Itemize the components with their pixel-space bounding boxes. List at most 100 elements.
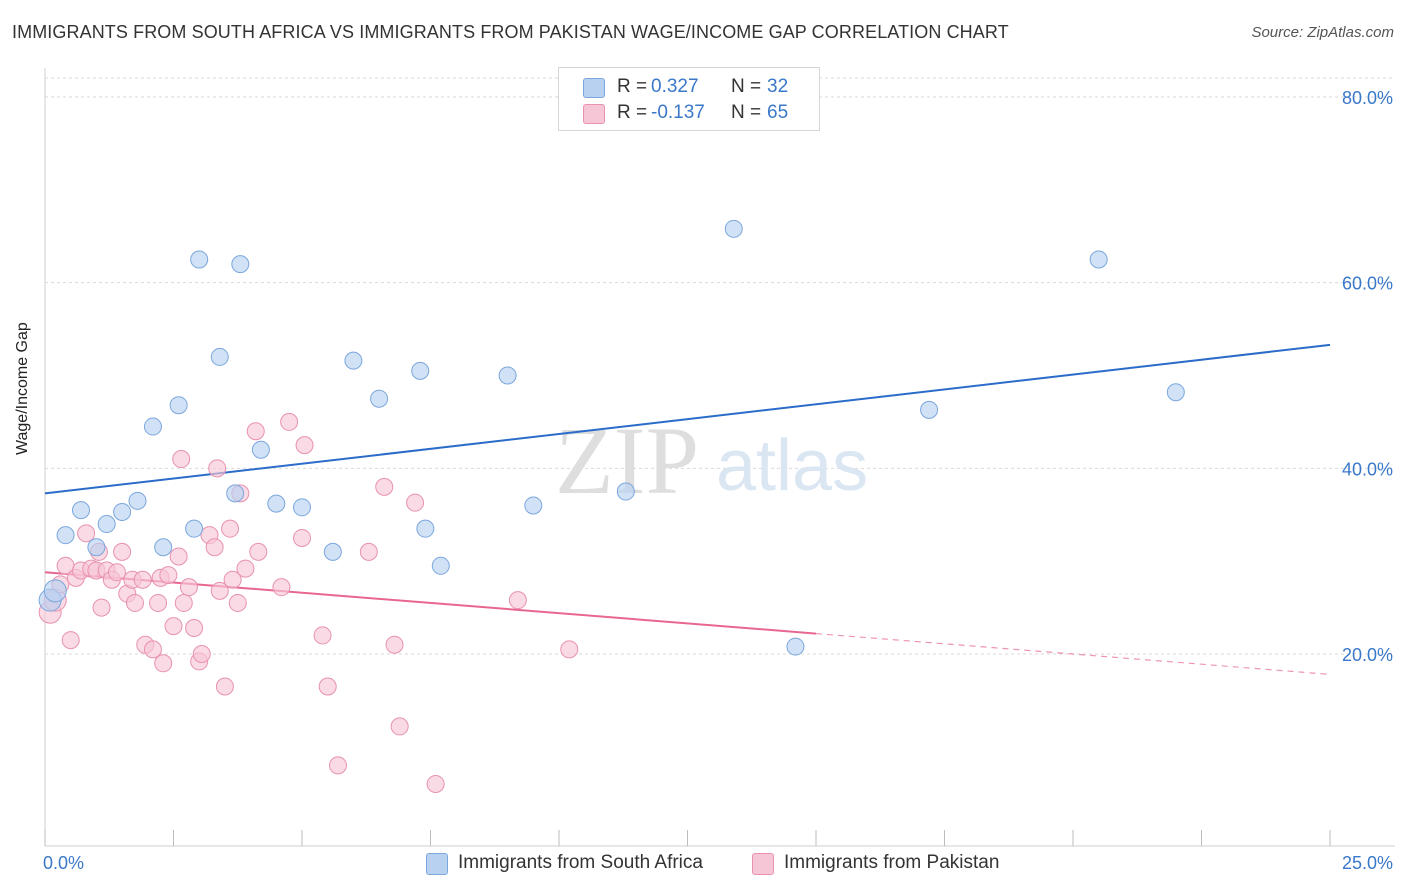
pakistan-point — [169, 547, 188, 566]
south-africa-point — [43, 579, 67, 603]
y-axis-label: Wage/Income Gap — [14, 322, 31, 455]
pakistan-point — [293, 528, 311, 547]
y-tick-label: 40.0% — [1342, 459, 1393, 479]
correlation-legend: R = 0.327 N = 32 R = -0.137 N = 65 — [558, 67, 820, 131]
south-africa-point — [169, 396, 188, 415]
pakistan-point — [249, 542, 268, 561]
chart-title: IMMIGRANTS FROM SOUTH AFRICA VS IMMIGRAN… — [12, 22, 1009, 42]
south-africa-point — [267, 494, 286, 513]
axes — [44, 68, 1395, 847]
south-africa-point — [56, 526, 75, 545]
pakistan-point — [223, 570, 242, 589]
n-value: 32 — [767, 76, 789, 97]
r-label: R = — [617, 76, 648, 97]
pakistan-point — [272, 578, 291, 597]
trend-line-extension — [815, 632, 1331, 676]
trend-line — [44, 571, 817, 635]
south-africa-point — [1166, 383, 1185, 402]
x-tick-label: 25.0% — [1342, 853, 1393, 873]
pakistan-point — [174, 593, 193, 612]
pakistan-point — [149, 593, 168, 612]
south-africa-point — [411, 361, 430, 380]
pakistan-point — [92, 598, 111, 617]
pakistan-point — [426, 774, 445, 793]
y-tick-label: 80.0% — [1342, 88, 1393, 108]
tick-labels: 20.0% 40.0% 60.0% 80.0% 0.0% 25.0% — [43, 88, 1393, 873]
south-africa-point — [1089, 250, 1108, 269]
pakistan-point — [246, 422, 265, 441]
south-africa-point — [344, 351, 363, 370]
south-africa-point — [416, 519, 435, 538]
pakistan-point — [236, 559, 255, 578]
n-label: N = — [731, 102, 762, 123]
pakistan-point — [210, 581, 229, 600]
south-africa-point — [524, 496, 543, 515]
south-africa-point — [143, 417, 162, 436]
x-tick-label: 0.0% — [43, 853, 84, 873]
legend-swatch-pink — [752, 853, 774, 875]
pakistan-point — [313, 626, 332, 645]
watermark-atlas: atlas — [716, 426, 868, 506]
pakistan-point — [406, 493, 425, 512]
pakistan-point — [179, 578, 198, 597]
legend-swatch-blue — [426, 853, 448, 875]
pakistan-point — [133, 570, 152, 589]
pakistan-point — [208, 459, 227, 478]
south-africa-point — [370, 389, 389, 408]
south-africa-point — [154, 538, 173, 557]
south-africa-point — [251, 440, 270, 459]
pakistan-point — [295, 436, 314, 455]
pakistan-point — [318, 677, 337, 696]
legend-swatch-blue — [583, 78, 605, 98]
south-africa-point — [786, 637, 805, 656]
pakistan-point — [280, 412, 299, 431]
n-label: N = — [731, 76, 762, 97]
south-africa-point — [231, 255, 250, 274]
pakistan-point — [359, 542, 378, 561]
south-africa-point — [498, 366, 517, 385]
south-africa-point — [323, 542, 342, 561]
south-africa-point — [97, 515, 116, 534]
data-points — [38, 219, 1185, 793]
watermark: ZIP atlas — [555, 407, 868, 514]
legend-label: Immigrants from South Africa — [458, 852, 703, 873]
pakistan-point — [185, 619, 204, 638]
y-tick-label: 60.0% — [1342, 274, 1393, 294]
y-tick-label: 20.0% — [1342, 645, 1393, 665]
pakistan-point — [221, 519, 240, 538]
south-africa-point — [128, 491, 147, 510]
source-label: Source: ZipAtlas.com — [1251, 24, 1394, 41]
south-africa-point — [226, 484, 245, 503]
south-africa-point — [293, 498, 311, 517]
r-value: 0.327 — [651, 76, 699, 97]
south-africa-point — [431, 556, 450, 575]
pakistan-point — [61, 631, 80, 650]
south-africa-point — [210, 347, 229, 366]
pakistan-point — [164, 617, 183, 636]
south-africa-point — [113, 502, 132, 521]
pakistan-point — [154, 654, 173, 673]
pakistan-point — [375, 477, 394, 496]
pakistan-point — [113, 542, 132, 561]
pakistan-point — [215, 677, 234, 696]
pakistan-point — [390, 717, 409, 736]
south-africa-point — [190, 250, 209, 269]
r-value: -0.137 — [651, 102, 705, 123]
south-africa-point — [71, 501, 90, 520]
pakistan-point — [125, 593, 144, 612]
pakistan-point — [560, 640, 579, 659]
south-africa-point — [87, 538, 106, 557]
legend-label: Immigrants from Pakistan — [784, 852, 1000, 873]
south-africa-point — [616, 482, 635, 501]
pakistan-point — [192, 645, 211, 663]
pakistan-point — [205, 538, 224, 557]
pakistan-point — [508, 591, 527, 610]
south-africa-point — [920, 400, 939, 419]
trend-lines — [44, 343, 1331, 676]
pakistan-point — [159, 566, 178, 585]
pakistan-point — [385, 635, 404, 654]
pakistan-point — [228, 593, 247, 612]
pakistan-point — [77, 524, 96, 543]
trend-line — [44, 343, 1331, 495]
